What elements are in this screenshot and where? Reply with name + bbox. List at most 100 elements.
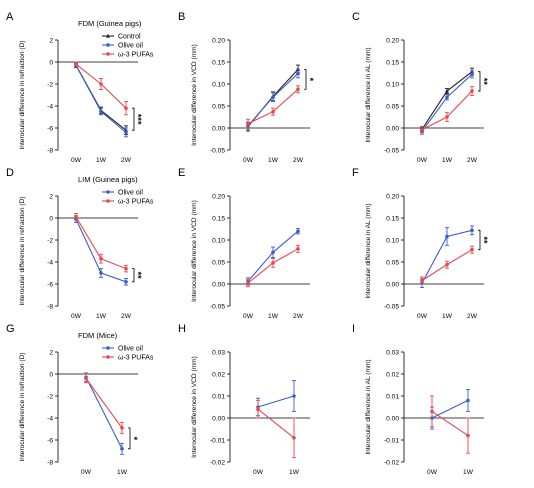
- y-tick-label: 0.15: [386, 215, 399, 222]
- y-axis-label: Interocular difference in VCD (mm): [191, 356, 198, 458]
- legend-marker: [106, 199, 110, 203]
- series-line: [421, 73, 473, 132]
- series-line: [75, 65, 127, 131]
- x-tick-label: 0W: [417, 157, 428, 164]
- y-tick-label: -2: [47, 237, 53, 244]
- series-omega: [74, 213, 128, 273]
- y-tick-label: 0.02: [386, 371, 399, 378]
- y-tick-label: -0.01: [384, 437, 399, 444]
- y-tick-label: 0.05: [386, 259, 399, 266]
- y-tick-label: 0.10: [212, 237, 225, 244]
- y-tick-label: -0.05: [210, 303, 225, 310]
- panel-title: FDM (Mice): [78, 331, 118, 340]
- data-point: [120, 447, 124, 451]
- significance-bracket: [478, 229, 481, 251]
- y-tick-label: 0.10: [386, 237, 399, 244]
- y-tick-label: -0.05: [384, 303, 399, 310]
- series-omega: [246, 244, 300, 288]
- x-tick-label: 0W: [427, 469, 438, 476]
- legend: Control Olive oil ω-3 PUFAs: [102, 34, 154, 59]
- data-point: [271, 261, 275, 265]
- y-tick-label: 0.02: [212, 371, 225, 378]
- series-omega: [430, 395, 470, 454]
- x-tick-label: 2W: [467, 157, 478, 164]
- y-axis-label: Interocular difference in refraction (D): [19, 196, 26, 305]
- y-tick-label: -6: [47, 437, 53, 444]
- y-tick-label: -8: [47, 147, 53, 154]
- significance-label: **: [479, 236, 489, 244]
- series-control: [74, 62, 128, 136]
- series-omega: [420, 245, 474, 285]
- y-tick-label: 0.20: [386, 193, 399, 200]
- significance-label: **: [133, 272, 143, 280]
- legend-marker: [106, 52, 110, 56]
- data-point: [466, 398, 470, 403]
- panel-letter: E: [178, 167, 185, 179]
- data-point: [292, 394, 296, 398]
- data-point: [271, 109, 275, 114]
- series-line: [85, 377, 123, 450]
- x-tick-label: 1W: [289, 469, 300, 476]
- panel-a: A FDM (Guinea pigs) -8 -6 -4 -2 0 2 Interocular …: [6, 11, 154, 164]
- y-tick-label: 0: [49, 59, 53, 66]
- significance-label: *: [305, 78, 315, 82]
- legend-label: Olive oil: [118, 190, 143, 197]
- y-tick-label: -0.01: [210, 437, 225, 444]
- y-tick-label: 0.00: [212, 281, 225, 288]
- series-line: [431, 410, 469, 437]
- y-tick-label: -8: [47, 303, 53, 310]
- y-tick-label: 0.03: [386, 349, 399, 356]
- series-omega: [420, 86, 474, 133]
- data-point: [430, 409, 434, 414]
- y-tick-label: -8: [47, 459, 53, 466]
- data-point: [445, 262, 449, 267]
- y-tick-label: -0.02: [384, 459, 399, 466]
- data-point: [470, 247, 474, 252]
- data-point: [99, 256, 103, 261]
- data-point: [120, 426, 124, 430]
- legend-label: ω-3 PUFAs: [118, 52, 154, 59]
- data-point: [99, 271, 103, 275]
- x-tick-label: 0W: [71, 313, 82, 320]
- x-tick-label: 2W: [121, 157, 132, 164]
- panel-letter: D: [6, 167, 14, 179]
- x-tick-label: 0W: [243, 313, 254, 320]
- significance-label: *: [129, 437, 139, 441]
- y-tick-label: 0.01: [386, 393, 399, 400]
- series-olive: [420, 70, 474, 135]
- panel-title: LIM (Guinea pigs): [78, 175, 138, 184]
- data-point: [445, 234, 449, 239]
- legend-marker: [106, 346, 110, 350]
- significance-bracket: [128, 427, 131, 450]
- data-point: [445, 95, 449, 99]
- legend-label: Olive oil: [118, 43, 143, 50]
- series-olive: [246, 68, 300, 130]
- data-point: [74, 62, 78, 66]
- x-tick-label: 0W: [81, 469, 92, 476]
- y-tick-label: 2: [49, 349, 53, 356]
- series-omega: [74, 61, 128, 116]
- significance-label: ***: [133, 114, 143, 125]
- x-tick-label: 1W: [96, 313, 107, 320]
- series-line: [257, 408, 295, 439]
- significance-bracket: [304, 69, 307, 90]
- legend-marker: [106, 33, 110, 38]
- data-point: [445, 88, 449, 93]
- legend-marker: [106, 355, 110, 359]
- y-tick-label: 0.15: [212, 59, 225, 66]
- y-tick-label: 0.10: [386, 81, 399, 88]
- data-point: [99, 109, 103, 114]
- data-point: [246, 121, 250, 126]
- panel-letter: C: [352, 11, 360, 23]
- significance-bracket: [132, 107, 135, 131]
- data-point: [420, 127, 424, 132]
- y-tick-label: -4: [47, 415, 53, 422]
- legend-marker: [106, 190, 110, 194]
- data-point: [296, 71, 300, 76]
- x-tick-label: 0W: [71, 157, 82, 164]
- series-line: [85, 378, 123, 429]
- y-tick-label: 0.03: [212, 349, 225, 356]
- significance-bracket: [478, 71, 481, 92]
- legend: Olive oil ω-3 PUFAs: [102, 190, 154, 206]
- y-axis-label: Interocular difference in VCD (mm): [191, 44, 198, 146]
